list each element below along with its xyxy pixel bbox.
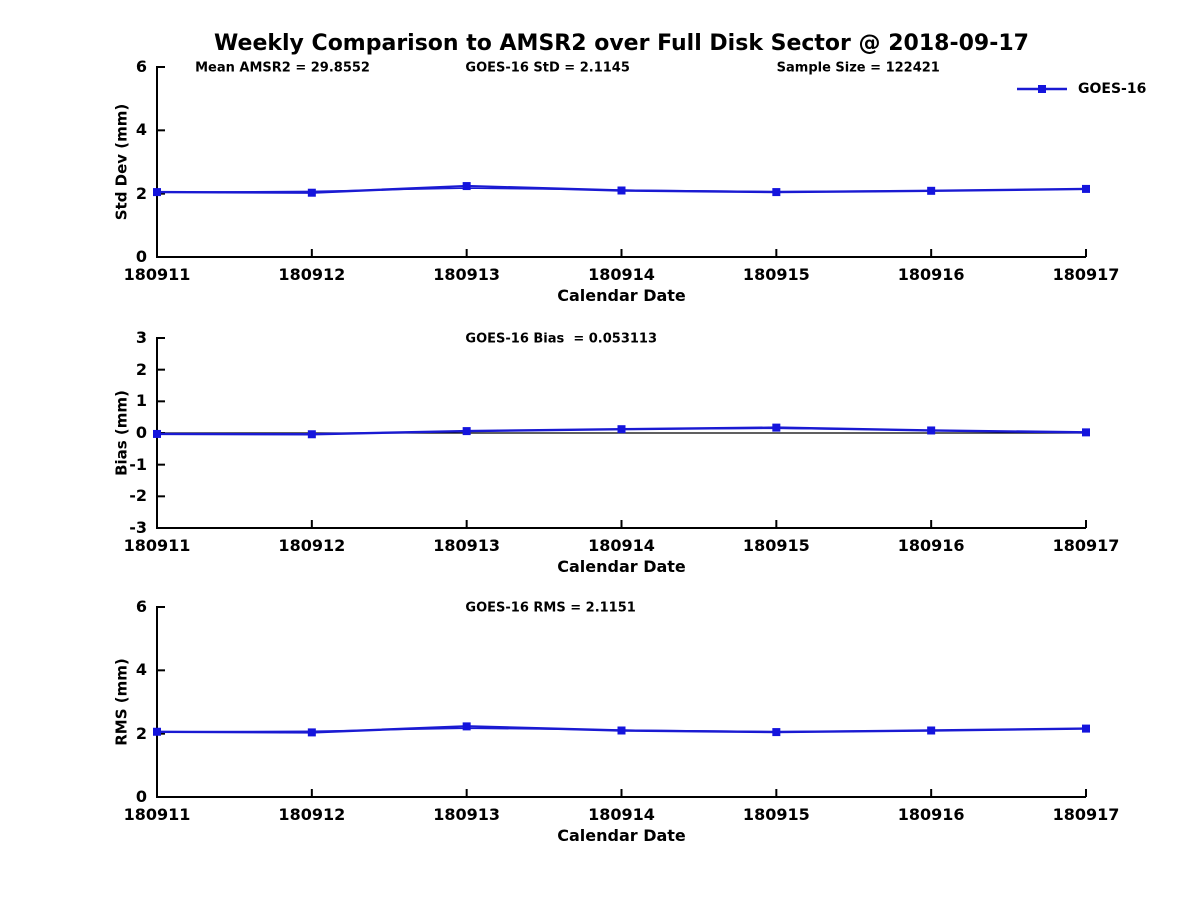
subplot-rms-xlabel: Calendar Date [557,826,686,845]
subplot-rms-ytick-label: 4 [135,660,147,680]
subplot-std-dev-annotation: Sample Size = 122421 [776,60,940,76]
subplot-bias-ytick-label: 1 [135,391,147,411]
subplot-std-dev-annotation: GOES-16 StD = 2.1145 [465,60,630,76]
subplot-rms-xtick-label: 180911 [123,805,191,824]
chart-title: Weekly Comparison to AMSR2 over Full Dis… [214,31,1029,56]
subplot-rms-ylabel: RMS (mm) [112,658,131,746]
subplot-bias-ytick-label: -2 [129,486,147,506]
subplot-std-dev-ytick-label: 0 [135,247,147,266]
subplot-rms-ytick-label: 6 [135,597,147,616]
subplot-std-dev-ytick-label: 6 [135,57,147,76]
subplot-bias-xtick-label: 180915 [742,536,810,555]
legend-line-marker-icon [1017,85,1067,93]
subplot-rms-xtick-label: 180916 [897,805,965,824]
subplot-bias-xtick-label: 180911 [123,536,191,555]
subplot-std-dev-ylabel: Std Dev (mm) [112,103,131,221]
subplot-bias-xlabel: Calendar Date [557,557,686,576]
subplot-std-dev-xtick-label: 180914 [588,265,655,284]
legend-label: GOES-16 [1078,81,1147,97]
legend: GOES-16 [1016,81,1146,97]
subplot-std-dev-xlabel: Calendar Date [557,286,686,305]
subplot-std-dev-annotation: Mean AMSR2 = 29.8552 [195,60,370,76]
subplot-std-dev-xtick-label: 180913 [433,265,501,284]
subplot-std-dev-xtick-label: 180912 [278,265,346,284]
subplot-bias-ytick-label: -3 [129,518,147,537]
subplot-std-dev-ytick-label: 2 [135,183,147,203]
subplot-rms-xtick-label: 180917 [1052,805,1120,824]
subplot-rms-annotation: GOES-16 RMS = 2.1151 [465,600,636,616]
subplot-bias-ytick-label: -1 [129,454,147,474]
subplot-bias-ylabel: Bias (mm) [112,390,131,476]
subplot-bias-ytick-label: 2 [135,359,147,379]
subplot-bias-xtick-label: 180912 [278,536,346,555]
subplot-std-dev-ytick-label: 4 [135,120,147,140]
subplot-rms-ytick-label: 2 [135,723,147,743]
subplot-std-dev-xtick-label: 180911 [123,265,191,284]
subplot-rms-xtick-label: 180914 [588,805,655,824]
subplot-rms-xtick-label: 180915 [742,805,810,824]
subplot-std-dev-xtick-label: 180917 [1052,265,1120,284]
subplot-bias-ytick-label: 0 [135,423,147,442]
subplot-bias-xtick-label: 180913 [433,536,501,555]
subplot-bias-xtick-label: 180914 [588,536,655,555]
subplot-std-dev-xtick-label: 180915 [742,265,810,284]
subplot-rms-xtick-label: 180912 [278,805,346,824]
subplot-bias-xtick-label: 180916 [897,536,965,555]
subplot-std-dev-xtick-label: 180916 [897,265,965,284]
subplot-bias-annotation: GOES-16 Bias = 0.053113 [465,331,658,347]
subplot-bias-ytick-label: 3 [135,328,147,347]
subplot-rms-ytick-label: 0 [135,787,147,806]
subplot-bias-xtick-label: 180917 [1052,536,1120,555]
subplot-rms-xtick-label: 180913 [433,805,501,824]
